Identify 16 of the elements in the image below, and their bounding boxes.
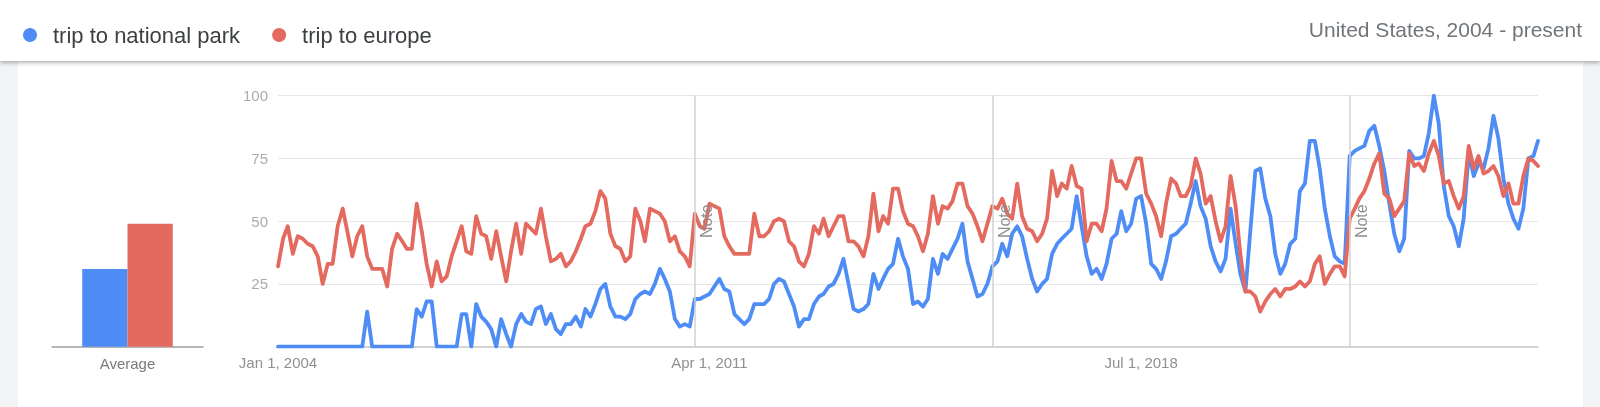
y-tick-label: 75 [251,149,268,167]
ref-line-label: Note [1353,204,1371,239]
x-tick-label: Jan 1, 2004 [238,353,318,371]
ref-line-label: Note [698,204,716,239]
ref-line-label: Note [995,204,1013,239]
line-series [276,93,1540,349]
legend-label: trip to europe [302,22,432,48]
x-tick-label: Jul 1, 2018 [1104,353,1178,371]
line-series [276,138,1540,314]
legend-label: trip to national park [53,22,242,48]
text: United States, 2004 - present [1308,18,1583,41]
y-tick-label: 100 [242,87,268,105]
x-tick-label: Apr 1, 2011 [671,353,748,371]
y-tick-label: 25 [251,275,268,293]
x-tick-label: Average [99,354,156,372]
y-tick-label: 50 [251,212,268,230]
